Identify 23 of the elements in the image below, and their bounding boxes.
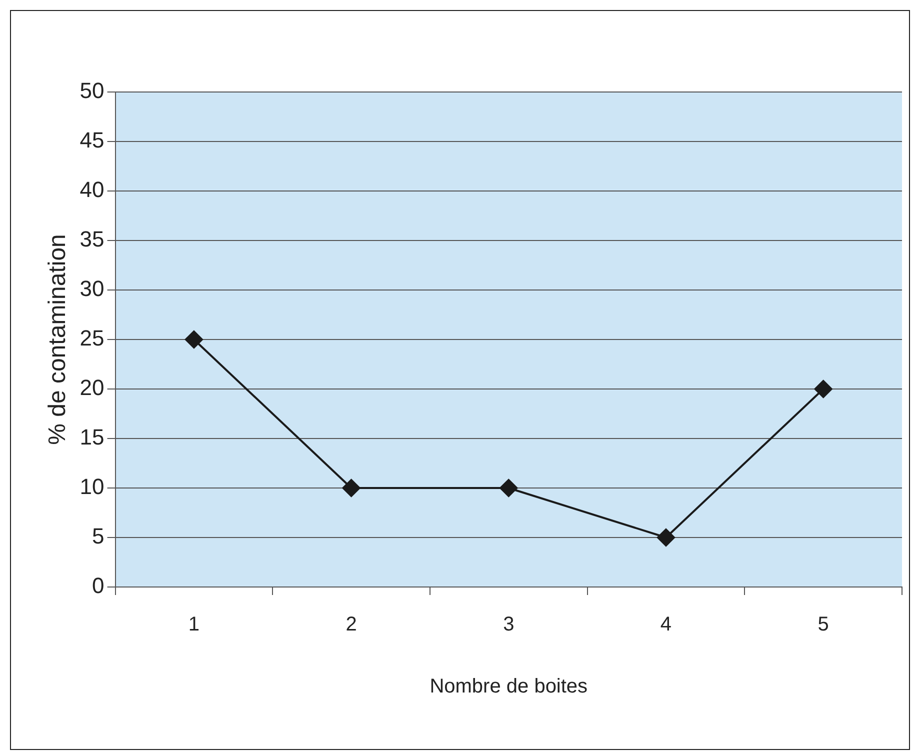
y-tick-label: 10 <box>80 474 104 500</box>
point <box>342 479 360 497</box>
x-tick-label: 2 <box>346 614 357 636</box>
y-tick-label: 40 <box>80 177 104 202</box>
y-axis-title: % de contamination <box>44 234 72 445</box>
x-tick-label: 4 <box>660 614 672 636</box>
y-tick-label: 35 <box>80 226 104 252</box>
y-tick-label: 0 <box>92 573 104 598</box>
x-tick-label: 3 <box>503 614 514 636</box>
y-tick-label: 5 <box>92 524 104 549</box>
point <box>656 528 675 546</box>
y-tick-label: 50 <box>80 78 104 104</box>
y-tick-label: 25 <box>80 326 104 351</box>
x-tick-label: 5 <box>818 614 829 636</box>
point <box>500 479 518 497</box>
x-axis-title: Nombre de boites <box>430 676 588 698</box>
y-tick-label: 30 <box>80 276 104 302</box>
point <box>184 330 203 348</box>
y-tick-label: 20 <box>80 375 104 400</box>
x-tick-label: 1 <box>188 614 200 636</box>
y-tick-label: 15 <box>80 424 104 450</box>
y-tick-label: 45 <box>80 128 104 153</box>
point <box>814 380 832 398</box>
